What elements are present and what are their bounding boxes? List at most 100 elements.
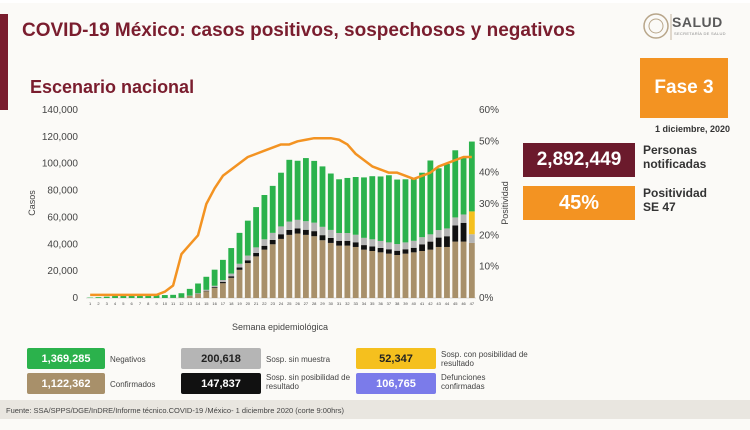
bar-sin-posibilidad: [278, 234, 284, 239]
bar-negativos: [294, 160, 301, 220]
x-tick-label: 15: [204, 301, 209, 306]
bar-negativos: [452, 150, 459, 218]
bar-negativos: [269, 185, 276, 233]
bar-negativos: [385, 175, 392, 243]
bar-confirmados: [269, 244, 276, 298]
salud-logo: [643, 13, 672, 40]
bar-sin-muestra: [444, 228, 450, 237]
bar-sin-posibilidad: [269, 239, 276, 245]
accent-bar: [0, 14, 8, 110]
notified-label: Personas notificadas: [643, 143, 706, 171]
bar-confirmados: [336, 245, 342, 298]
x-tick-label: 21: [254, 301, 259, 306]
bar-confirmados: [278, 238, 284, 298]
legend-value: 1,369,285: [27, 348, 105, 369]
bar-confirmados: [253, 256, 260, 298]
bar-sin-muestra: [269, 232, 276, 240]
bar-negativos: [161, 295, 168, 298]
legend-value: 106,765: [356, 373, 436, 394]
logo-text: SALUD: [672, 14, 723, 30]
bar-sin-posibilidad: [419, 244, 425, 251]
notified-value: 2,892,449: [523, 143, 635, 177]
bar-negativos: [352, 177, 359, 235]
bar-sin-posibilidad: [460, 222, 467, 242]
legend-label: Defunciones confirmadas: [441, 373, 486, 391]
y-tick-label: 140,000: [42, 105, 79, 116]
bar-sin-posibilidad: [327, 237, 334, 243]
bar-negativos: [468, 141, 475, 212]
x-tick-label: 29: [320, 301, 325, 306]
bar-sin-muestra: [211, 285, 218, 288]
seal-icon: [643, 13, 669, 39]
bar-sin-posibilidad: [261, 245, 268, 250]
bar-sin-posibilidad: [377, 247, 384, 253]
y-tick-label: 0: [72, 293, 78, 304]
bar-confirmados: [377, 252, 384, 298]
x-tick-label: 26: [295, 301, 300, 306]
bar-sin-muestra: [203, 289, 210, 291]
bar-negativos: [435, 168, 442, 231]
bar-negativos: [419, 172, 425, 238]
bar-confirmados: [195, 293, 201, 298]
bar-sin-muestra: [377, 240, 384, 248]
bar-sin-posibilidad: [402, 249, 409, 254]
x-tick-label: 1: [89, 301, 92, 306]
y2-tick-label: 50%: [479, 136, 499, 147]
bar-confirmados: [327, 242, 334, 298]
page-title: COVID-19 México: casos positivos, sospec…: [22, 20, 576, 41]
bar-negativos: [95, 297, 102, 298]
bar-negativos: [120, 295, 127, 298]
x-tick-label: 31: [337, 301, 342, 306]
y-tick-label: 60,000: [47, 212, 78, 223]
y2-tick-label: 30%: [479, 199, 499, 210]
bar-negativos: [377, 176, 384, 241]
legend-value: 1,122,362: [27, 373, 105, 394]
bar-negativos: [203, 276, 210, 290]
bar-negativos: [278, 172, 284, 227]
x-tick-label: 11: [171, 301, 176, 306]
bar-sin-posibilidad: [352, 242, 359, 247]
bar-confirmados: [186, 295, 193, 298]
x-tick-label: 27: [304, 301, 309, 306]
x-tick-label: 12: [179, 301, 184, 306]
seal-inner-icon: [648, 18, 664, 34]
x-tick-label: 2: [97, 301, 100, 306]
bar-confirmados: [394, 255, 401, 298]
bar-sin-muestra: [286, 221, 293, 230]
x-tick-label: 16: [212, 301, 217, 306]
bar-sin-posibilidad: [435, 237, 442, 247]
bar-negativos: [236, 232, 243, 264]
bar-negativos: [103, 296, 110, 298]
legend-label: Sosp. sin muestra: [266, 355, 331, 364]
bar-sin-posibilidad: [361, 245, 367, 250]
bar-negativos: [145, 295, 152, 298]
bar-negativos: [361, 177, 367, 238]
legend-value: 147,837: [181, 373, 261, 394]
bar-sin-muestra: [261, 239, 268, 246]
bar-confirmados: [294, 233, 301, 298]
x-tick-label: 43: [436, 301, 441, 306]
x-tick-label: 36: [378, 301, 383, 306]
bar-sin-muestra: [352, 234, 359, 243]
bar-negativos: [302, 158, 309, 222]
x-tick-label: 20: [246, 301, 251, 306]
y2-tick-label: 60%: [479, 105, 499, 116]
bar-sin-posibilidad: [236, 267, 243, 270]
bar-sin-muestra: [220, 280, 226, 283]
bar-sin-muestra: [452, 217, 459, 226]
bar-negativos: [112, 295, 118, 298]
bar-sin-posibilidad: [244, 260, 251, 264]
bar-confirmados: [302, 234, 309, 298]
y2-tick-label: 10%: [479, 262, 499, 273]
bar-confirmados: [452, 241, 459, 298]
bar-negativos: [195, 283, 201, 294]
bar-negativos: [410, 179, 417, 241]
bar-sin-posibilidad: [444, 236, 450, 247]
x-tick-label: 30: [329, 301, 334, 306]
bar-sin-posibilidad: [253, 253, 260, 257]
bar-confirmados: [244, 263, 251, 298]
positivity-label-line2: SE 47: [643, 200, 676, 214]
positivity-label-line1: Positividad: [643, 186, 708, 200]
x-tick-label: 3: [106, 301, 109, 306]
